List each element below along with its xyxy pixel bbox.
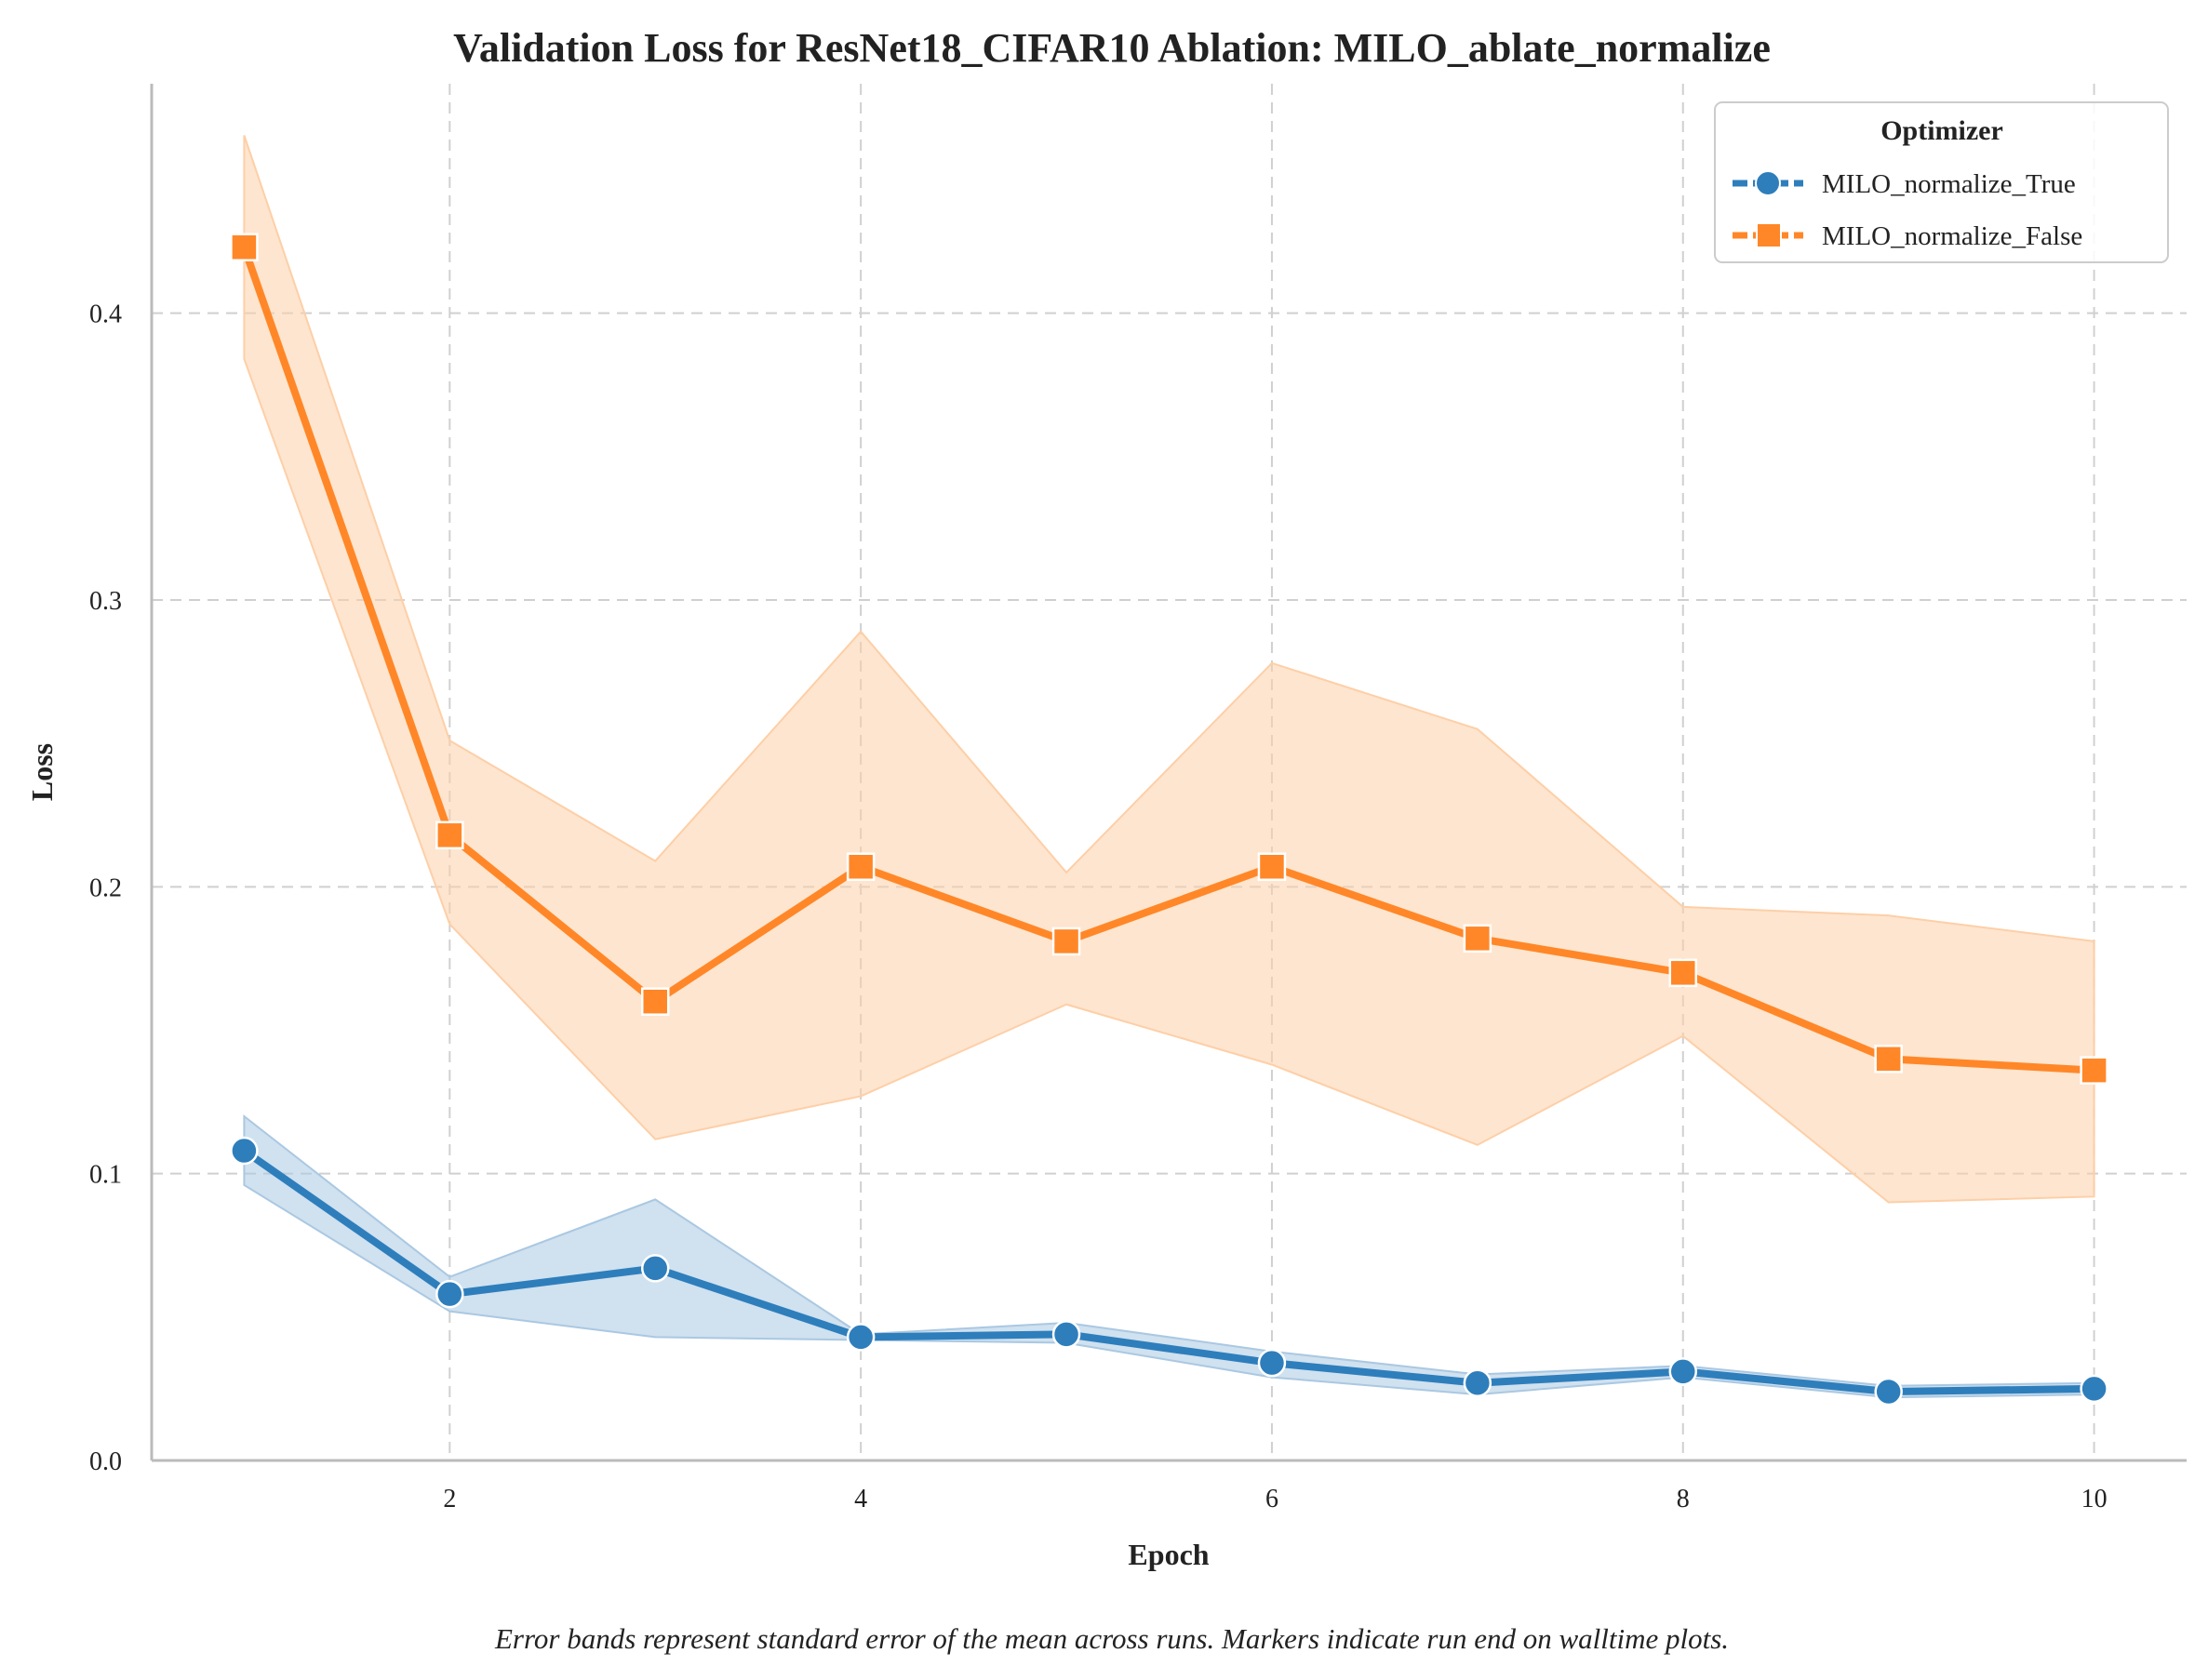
- milo-normalize-false-point: [640, 987, 670, 1016]
- milo-normalize-true-point: [435, 1279, 464, 1309]
- milo-normalize-false-error-band: [243, 135, 2095, 1204]
- series-markers: [230, 233, 2108, 1407]
- y-tick-label: 0.2: [89, 873, 122, 902]
- milo-normalize-false-point: [435, 820, 464, 850]
- x-tick-label: 8: [1677, 1485, 1690, 1513]
- x-axis-label: Epoch: [1128, 1538, 1209, 1571]
- legend-title: Optimizer: [1880, 115, 2003, 146]
- x-tick-label: 2: [443, 1485, 456, 1513]
- x-tick-label: 6: [1265, 1485, 1278, 1513]
- chart-title: Validation Loss for ResNet18_CIFAR10 Abl…: [453, 25, 1771, 71]
- milo-normalize-false-point: [2080, 1056, 2108, 1085]
- milo-normalize-false-point: [1874, 1045, 1903, 1073]
- milo-normalize-true-point: [1051, 1320, 1081, 1349]
- legend-circle-marker: [1755, 170, 1781, 196]
- y-tick-label: 0.1: [89, 1161, 122, 1190]
- chart-caption: Error bands represent standard error of …: [494, 1622, 1729, 1655]
- milo-normalize-true-point: [2080, 1374, 2108, 1404]
- milo-normalize-false-point: [230, 233, 259, 261]
- legend: Optimizer MILO_normalize_TrueMILO_normal…: [1714, 101, 2169, 263]
- milo-normalize-false-point: [1051, 927, 1081, 956]
- milo-normalize-true-point: [1257, 1348, 1287, 1378]
- y-axis-label: Loss: [25, 743, 59, 801]
- milo-normalize-true-point: [640, 1254, 670, 1283]
- legend-square-marker: [1756, 222, 1782, 248]
- legend-entry-milo-normalize-true: MILO_normalize_True: [1733, 169, 2076, 199]
- milo-normalize-true-point: [1463, 1368, 1492, 1397]
- legend-box: [1714, 101, 2169, 263]
- error-bands: [243, 135, 2095, 1399]
- legend-entries: MILO_normalize_True MILO_normalize_False: [1733, 169, 2082, 251]
- series-lines: [240, 243, 2098, 1395]
- milo-normalize-false-line: [240, 243, 2098, 1074]
- milo-normalize-true-error-band: [243, 1113, 2095, 1399]
- x-tick-label: 4: [854, 1485, 867, 1513]
- x-tick-labels: 2 4 6 8 10: [443, 1485, 2107, 1513]
- milo-normalize-false-point: [1668, 958, 1698, 988]
- y-tick-label: 0.3: [89, 587, 122, 616]
- milo-normalize-false-point: [1463, 924, 1492, 953]
- milo-normalize-true-point: [230, 1136, 259, 1166]
- legend-label: MILO_normalize_False: [1822, 221, 2082, 251]
- milo-normalize-false-point: [1257, 852, 1287, 881]
- x-tick-label: 10: [2081, 1485, 2108, 1513]
- y-tick-labels: 0.0 0.1 0.2 0.3 0.4: [89, 300, 122, 1476]
- milo-normalize-false-point: [846, 852, 876, 881]
- milo-normalize-true-point: [1874, 1377, 1903, 1407]
- milo-normalize-true-point: [846, 1323, 876, 1352]
- y-tick-label: 0.4: [89, 300, 122, 329]
- milo-normalize-true-line: [240, 1147, 2098, 1395]
- y-tick-label: 0.0: [89, 1447, 122, 1476]
- milo-normalize-true-point: [1668, 1357, 1698, 1386]
- legend-entry-milo-normalize-false: MILO_normalize_False: [1733, 221, 2082, 251]
- legend-label: MILO_normalize_True: [1822, 169, 2076, 199]
